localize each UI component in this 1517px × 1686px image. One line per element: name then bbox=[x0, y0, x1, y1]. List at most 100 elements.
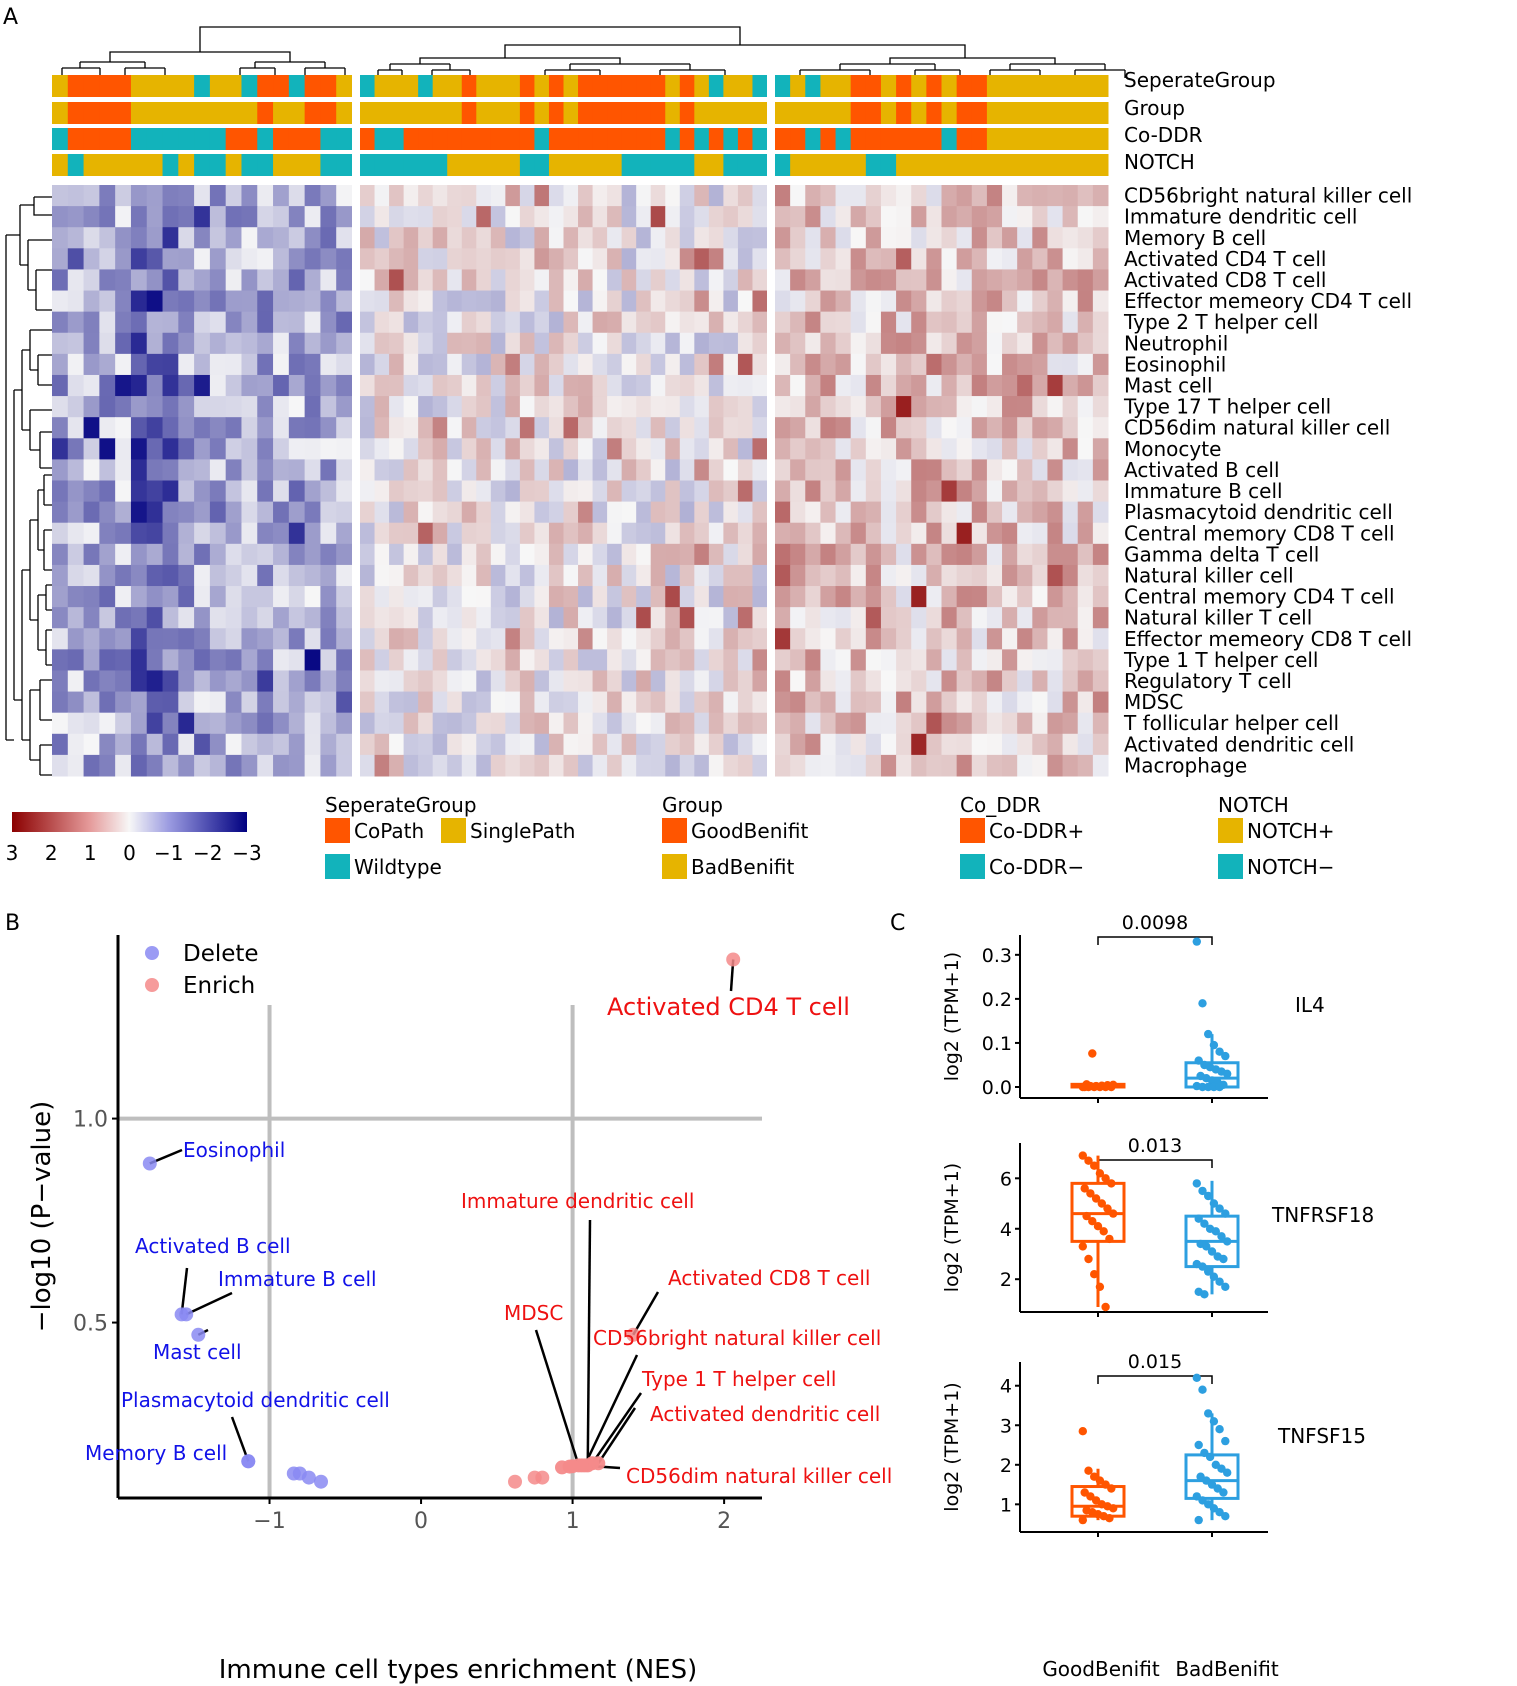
heatmap-cell bbox=[1047, 628, 1064, 650]
heatmap-cell bbox=[941, 754, 958, 777]
heatmap-cell bbox=[805, 586, 821, 608]
annotation-cell-notch bbox=[850, 154, 867, 176]
point-label-type-1-t-helper-cell: Type 1 T helper cell bbox=[641, 1367, 836, 1391]
heatmap-cell bbox=[896, 459, 912, 481]
heatmap-cell bbox=[505, 670, 521, 693]
annotation-cell-group bbox=[374, 102, 390, 124]
heatmap-cell bbox=[880, 691, 897, 714]
heatmap-cell bbox=[865, 543, 882, 566]
heatmap-cell bbox=[67, 586, 85, 608]
heatmap-cell bbox=[374, 670, 390, 693]
heatmap-cell bbox=[805, 227, 821, 249]
box-point bbox=[1202, 1242, 1211, 1251]
heatmap-cell bbox=[679, 543, 695, 566]
heatmap-cell bbox=[461, 311, 477, 334]
heatmap-cell bbox=[1032, 206, 1048, 228]
annotation-cell-seperategroup bbox=[476, 75, 492, 97]
box-point bbox=[1192, 937, 1202, 946]
annotation-cell-notch bbox=[209, 154, 227, 176]
heatmap-cell bbox=[534, 754, 550, 777]
heatmap-cell bbox=[273, 649, 290, 671]
heatmap-cell bbox=[1032, 311, 1048, 334]
annotation-cell-co-ddr bbox=[865, 128, 882, 150]
heatmap-cell bbox=[607, 586, 623, 608]
annotation-cell-group bbox=[1092, 102, 1109, 124]
heatmap-cell bbox=[694, 248, 710, 270]
box-point bbox=[1209, 1199, 1219, 1208]
heatmap-cell bbox=[752, 501, 768, 524]
heatmap-cell bbox=[607, 480, 623, 503]
heatmap-cell bbox=[607, 649, 623, 671]
heatmap-cell bbox=[99, 607, 116, 629]
annotation-cell-group bbox=[336, 102, 353, 124]
heatmap-cell bbox=[115, 480, 132, 503]
heatmap-cell bbox=[621, 649, 637, 671]
heatmap-cell bbox=[257, 564, 274, 587]
heatmap-cell bbox=[360, 459, 376, 481]
heatmap-cell bbox=[752, 417, 768, 439]
heatmap-cell bbox=[534, 501, 550, 524]
heatmap-cell bbox=[374, 269, 390, 292]
box-point bbox=[1082, 1211, 1091, 1221]
heatmap-cell bbox=[775, 522, 791, 545]
heatmap-cell bbox=[737, 501, 753, 524]
heatmap-cell bbox=[194, 227, 211, 249]
heatmap-cell bbox=[83, 754, 100, 777]
heatmap-cell bbox=[911, 501, 927, 524]
heatmap-cell bbox=[534, 353, 550, 376]
heatmap-cell bbox=[694, 501, 710, 524]
heatmap-cell bbox=[835, 353, 852, 376]
heatmap-cell bbox=[273, 396, 290, 418]
annotation-cell-co-ddr bbox=[505, 128, 521, 150]
heatmap-cell bbox=[1002, 628, 1018, 650]
heatmap-cell bbox=[1092, 712, 1109, 735]
heatmap-cell bbox=[432, 332, 448, 355]
heatmap-cell bbox=[304, 586, 321, 608]
annotation-cell-notch bbox=[83, 154, 100, 176]
heatmap-cell bbox=[775, 417, 791, 439]
heatmap-cell bbox=[578, 564, 594, 587]
box-point bbox=[1205, 1452, 1215, 1462]
heatmap-cell bbox=[461, 227, 477, 249]
heatmap-cell bbox=[115, 543, 132, 566]
heatmap-cell bbox=[67, 353, 85, 376]
box-point bbox=[1109, 1080, 1118, 1090]
box-point bbox=[1078, 1242, 1088, 1251]
heatmap-cell bbox=[850, 586, 867, 608]
heatmap-cell bbox=[665, 649, 681, 671]
heatmap-cell bbox=[1077, 670, 1094, 693]
heatmap-cell bbox=[320, 396, 337, 418]
heatmap-cell bbox=[775, 670, 791, 693]
annotation-cell-notch bbox=[607, 154, 623, 176]
heatmap-cell bbox=[1062, 396, 1079, 418]
heatmap-cell bbox=[665, 543, 681, 566]
heatmap-cell bbox=[162, 396, 179, 418]
heatmap-cell bbox=[926, 374, 942, 397]
heatmap-cell bbox=[519, 353, 535, 376]
annotation-cell-group bbox=[115, 102, 132, 124]
heatmap-cell bbox=[162, 269, 179, 292]
heatmap-cell bbox=[288, 206, 306, 228]
heatmap-cell bbox=[178, 501, 195, 524]
heatmap-cell bbox=[723, 501, 739, 524]
annotation-cell-group bbox=[790, 102, 806, 124]
heatmap-cell bbox=[880, 586, 897, 608]
heatmap-cell bbox=[162, 290, 179, 313]
heatmap-cell bbox=[194, 586, 211, 608]
heatmap-cell bbox=[694, 564, 710, 587]
heatmap-cell bbox=[360, 712, 376, 735]
annotation-cell-seperategroup bbox=[679, 75, 695, 97]
heatmap-cell bbox=[820, 206, 837, 228]
annotation-cell-seperategroup bbox=[650, 75, 666, 97]
heatmap-cell bbox=[209, 269, 227, 292]
heatmap-cell bbox=[621, 480, 637, 503]
heatmap-cell bbox=[737, 480, 753, 503]
annotation-cell-co-ddr bbox=[926, 128, 942, 150]
row-dendrogram bbox=[5, 196, 52, 776]
heatmap-cell bbox=[1092, 691, 1109, 714]
heatmap-cell bbox=[403, 269, 419, 292]
heatmap-cell bbox=[820, 290, 837, 313]
heatmap-cell bbox=[708, 733, 724, 756]
heatmap-cell bbox=[941, 438, 958, 460]
heatmap-cell bbox=[360, 353, 376, 376]
